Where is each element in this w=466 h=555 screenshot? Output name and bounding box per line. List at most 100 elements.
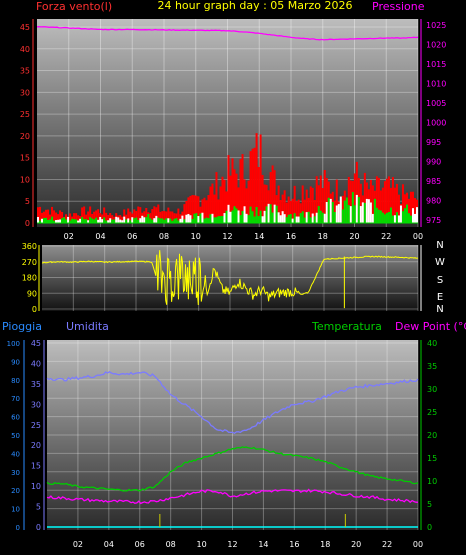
- wind-gust-bar: [349, 180, 352, 223]
- wind-avg-bar: [155, 215, 158, 223]
- rain-humidity-tick-label: 0: [16, 524, 20, 532]
- wind-avg-bar: [157, 217, 160, 223]
- temp-x-tick-label: 16: [289, 540, 299, 549]
- wind-avg-bar: [229, 211, 232, 223]
- wind-gust-bar: [111, 215, 114, 223]
- wind-gust-bar: [145, 207, 148, 223]
- wind-gust-bar: [69, 213, 72, 223]
- wind-x-tick-label: 12: [222, 232, 232, 241]
- wind-avg-bar: [267, 203, 270, 223]
- wind-gust-bar: [129, 211, 132, 223]
- wind-gust-bar: [125, 214, 128, 223]
- wind-avg-bar: [367, 199, 370, 223]
- wind-avg-bar: [105, 220, 108, 223]
- wind-gust-bar: [207, 195, 210, 223]
- wind-avg-bar: [199, 213, 202, 223]
- wind-gust-bar: [293, 185, 296, 223]
- wind-avg-bar: [181, 215, 184, 223]
- wind-avg-bar: [275, 205, 278, 223]
- wind-gust-bar: [317, 185, 320, 223]
- temperature-tick-label: 5: [427, 500, 432, 509]
- wind-gust-bar: [143, 211, 146, 223]
- wind-avg-bar: [349, 206, 352, 223]
- wind-avg-bar: [379, 210, 382, 223]
- pressure-tick-label: 1015: [426, 60, 446, 69]
- rain-humidity-tick-label: 40: [11, 450, 20, 458]
- wind-x-tick-label: 22: [381, 232, 391, 241]
- wind-avg-bar: [295, 216, 298, 223]
- dewpoint-line: [46, 488, 419, 505]
- wind-gust-bar: [341, 195, 344, 223]
- wind-gust-bar: [187, 197, 190, 223]
- wind-gust-bar: [379, 190, 382, 223]
- wind-avg-bar: [365, 198, 368, 223]
- direction-tick-label: 90: [27, 289, 37, 298]
- wind-gust-bar: [87, 211, 90, 223]
- wind-x-tick-label: 04: [95, 232, 105, 241]
- wind-avg-bar: [209, 214, 212, 223]
- rain-tick-label: 15: [31, 462, 41, 471]
- wind-avg-bar: [87, 220, 90, 223]
- wind-avg-bar: [161, 218, 164, 223]
- wind-gust-bar: [139, 207, 142, 223]
- wind-avg-bar: [351, 192, 354, 223]
- wind-avg-bar: [183, 219, 186, 223]
- wind-avg-bar: [319, 210, 322, 223]
- wind-avg-bar: [411, 208, 414, 223]
- wind-avg-bar: [361, 202, 364, 223]
- wind-axis-title: Forza vento(l): [36, 0, 112, 13]
- wind-tick-label: 15: [20, 154, 30, 163]
- wind-gust-bar: [347, 176, 350, 223]
- wind-avg-bar: [355, 194, 358, 223]
- wind-gust-bar: [285, 202, 288, 223]
- pressure-tick-label: 1025: [426, 21, 446, 30]
- wind-avg-bar: [97, 219, 100, 223]
- wind-gust-bar: [397, 194, 400, 223]
- wind-avg-bar: [47, 219, 50, 223]
- rain-tick-label: 30: [31, 400, 41, 409]
- humidity-axis-title: Umidita: [66, 320, 109, 333]
- chart-title: 24 hour graph day : 05 Marzo 2026: [157, 0, 352, 12]
- wind-tick-label: 30: [20, 88, 30, 97]
- wind-gust-bar: [97, 209, 100, 223]
- wind-avg-bar: [211, 213, 214, 223]
- wind-avg-bar: [375, 207, 378, 223]
- wind-gust-bar: [411, 191, 414, 223]
- wind-avg-bar: [339, 196, 342, 223]
- wind-gust-bar: [271, 165, 274, 223]
- wind-avg-bar: [139, 218, 142, 223]
- rain-axis-title: Pioggia: [2, 320, 42, 333]
- wind-avg-bar: [289, 214, 292, 223]
- pressure-tick-label: 990: [426, 157, 441, 166]
- wind-gust-bar: [389, 187, 392, 223]
- wind-gust-bar: [127, 208, 130, 223]
- wind-gust-bar: [219, 186, 222, 223]
- rain-tick-label: 35: [31, 380, 41, 389]
- compass-label: N: [436, 304, 443, 315]
- wind-avg-bar: [153, 218, 156, 223]
- wind-avg-bar: [363, 202, 366, 223]
- wind-gust-bar: [227, 155, 230, 223]
- wind-gust-bar: [283, 190, 286, 223]
- wind-pressure-axes: 0510152025303540459759809859909951000100…: [20, 19, 446, 241]
- wind-avg-bar: [163, 219, 166, 223]
- wind-gust-bar: [55, 212, 58, 223]
- wind-avg-bar: [283, 214, 286, 223]
- wind-avg-bar: [147, 213, 150, 223]
- wind-avg-bar: [137, 219, 140, 223]
- wind-gust-bar: [215, 172, 218, 223]
- wind-avg-bar: [347, 205, 350, 223]
- wind-gust-bar: [393, 187, 396, 223]
- wind-avg-bar: [201, 212, 204, 223]
- wind-avg-bar: [185, 214, 188, 223]
- wind-avg-bar: [175, 218, 178, 223]
- wind-gust-bar: [93, 211, 96, 223]
- wind-gust-bar: [201, 199, 204, 223]
- wind-gust-bar: [269, 172, 272, 223]
- wind-gust-bar: [119, 215, 122, 223]
- dewpoint-axis-title: Dew Point (°C): [395, 320, 466, 333]
- pressure-tick-label: 995: [426, 138, 441, 147]
- wind-gust-bar: [259, 134, 262, 223]
- wind-gust-bar: [73, 213, 76, 223]
- rain-humidity-tick-label: 70: [11, 395, 20, 403]
